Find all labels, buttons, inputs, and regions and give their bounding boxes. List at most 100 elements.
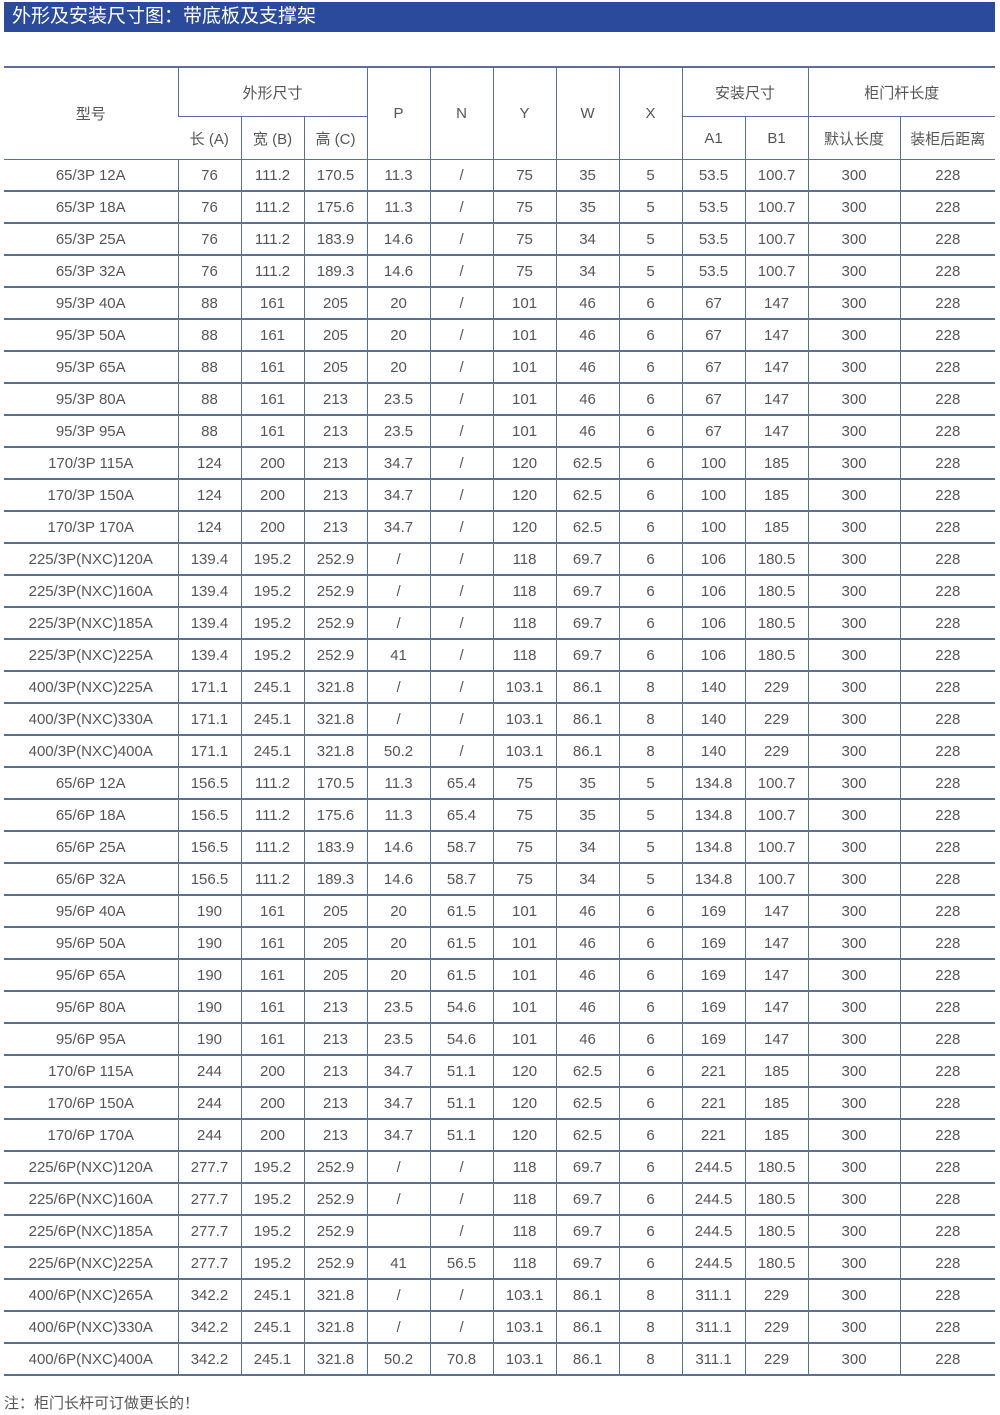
table-cell: 228 <box>899 1215 996 1248</box>
table-cell: 120 <box>492 447 557 480</box>
table-cell: 190 <box>177 991 241 1024</box>
table-cell: 190 <box>177 895 241 928</box>
table-cell: 228 <box>899 1343 996 1376</box>
table-cell: 321.8 <box>303 1279 368 1312</box>
table-cell: 228 <box>899 287 996 320</box>
cell-model: 400/3P(NXC)400A <box>4 735 178 768</box>
cell-model: 225/3P(NXC)185A <box>4 607 178 640</box>
table-cell: / <box>429 287 494 320</box>
table-cell: 229 <box>744 1311 809 1344</box>
table-cell: 41 <box>366 639 431 672</box>
table-cell: 8 <box>618 1343 683 1376</box>
table-cell: 300 <box>807 1183 901 1216</box>
table-row: 95/3P 95A 88 161 213 23.5/101 46 6 67 147 300 228 <box>4 415 996 448</box>
table-cell: 161 <box>240 383 304 416</box>
cell-model: 65/3P 12A <box>4 159 178 192</box>
table-cell: 14.6 <box>366 863 431 896</box>
table-cell: 200 <box>240 511 304 544</box>
table-cell: 180.5 <box>744 1215 809 1248</box>
table-cell: 183.9 <box>303 831 368 864</box>
table-cell: 195.2 <box>240 639 304 672</box>
table-cell: 6 <box>618 543 683 576</box>
table-row: 65/3P 18A 76 111.2 175.6 11.3/75 35 5 53.5 100.7… <box>4 191 996 224</box>
table-cell: 189.3 <box>303 863 368 896</box>
table-cell: 6 <box>618 1215 683 1248</box>
table-cell: 51.1 <box>429 1087 494 1120</box>
table-row: 95/3P 50A 88 161 205 20/101 46 6 67 147 300 228 <box>4 319 996 352</box>
table-cell: 189.3 <box>303 255 368 288</box>
table-cell: 65.4 <box>429 799 494 832</box>
table-cell: 190 <box>177 959 241 992</box>
table-row: 400/3P(NXC)330A 171.1 245.1 321.8//103.1 86.… <box>4 703 996 736</box>
header-rear-distance: 装柜后距离 <box>899 116 996 160</box>
table-cell: 300 <box>807 287 901 320</box>
table-cell: 300 <box>807 1055 901 1088</box>
table-cell: 200 <box>240 1119 304 1152</box>
table-cell: 34 <box>555 863 620 896</box>
table-cell: 229 <box>744 735 809 768</box>
table-cell: 171.1 <box>177 703 241 736</box>
table-cell: / <box>429 319 494 352</box>
table-cell: 147 <box>744 351 809 384</box>
table-cell: 140 <box>681 703 746 736</box>
table-cell: 69.7 <box>555 607 620 640</box>
table-cell: 8 <box>618 703 683 736</box>
table-cell: 6 <box>618 351 683 384</box>
table-cell: 46 <box>555 927 620 960</box>
table-row: 65/6P 25A 156.5 111.2 183.9 14.6 58.7 75 34 5 134… <box>4 831 996 864</box>
table-cell: 321.8 <box>303 671 368 704</box>
table-cell: 205 <box>303 895 368 928</box>
table-cell: 200 <box>240 479 304 512</box>
table-cell: 54.6 <box>429 991 494 1024</box>
table-cell: 86.1 <box>555 735 620 768</box>
table-cell: 62.5 <box>555 511 620 544</box>
table-cell: 300 <box>807 1151 901 1184</box>
table-cell: 252.9 <box>303 639 368 672</box>
table-cell: / <box>429 159 494 192</box>
table-cell: 161 <box>240 415 304 448</box>
table-cell: 228 <box>899 895 996 928</box>
table-cell: 20 <box>366 319 431 352</box>
table-cell: 134.8 <box>681 831 746 864</box>
table-cell: 195.2 <box>240 575 304 608</box>
table-cell: 5 <box>618 767 683 800</box>
table-cell: 200 <box>240 447 304 480</box>
table-cell: 205 <box>303 287 368 320</box>
header-model: 型号 <box>4 66 178 160</box>
table-cell: 106 <box>681 543 746 576</box>
table-cell: 76 <box>177 255 241 288</box>
table-cell: 228 <box>899 223 996 256</box>
table-cell: 161 <box>240 927 304 960</box>
table-row: 225/6P(NXC)225A 277.7 195.2 252.9 41 56.5 118 6… <box>4 1247 996 1280</box>
table-cell: 118 <box>492 575 557 608</box>
table-cell: 139.4 <box>177 639 241 672</box>
table-cell: 175.6 <box>303 191 368 224</box>
table-cell: 86.1 <box>555 703 620 736</box>
table-cell: 75 <box>492 255 557 288</box>
table-cell: 111.2 <box>240 223 304 256</box>
table-cell: 5 <box>618 799 683 832</box>
table-cell: 51.1 <box>429 1055 494 1088</box>
table-row: 95/3P 65A 88 161 205 20/101 46 6 67 147 300 228 <box>4 351 996 384</box>
table-body: 65/3P 12A 76 111.2 170.5 11.3/75 35 5 53.5 100.7… <box>4 159 996 1376</box>
table-cell: 277.7 <box>177 1215 241 1248</box>
cell-model: 95/3P 95A <box>4 415 178 448</box>
cell-model: 225/3P(NXC)225A <box>4 639 178 672</box>
table-cell: 300 <box>807 383 901 416</box>
table-row: 170/3P 150A 124 200 213 34.7/120 62.5 6 100 185 3… <box>4 479 996 512</box>
table-cell: 101 <box>492 351 557 384</box>
table-cell: 171.1 <box>177 735 241 768</box>
table-cell: 62.5 <box>555 1087 620 1120</box>
table-cell: / <box>429 1311 494 1344</box>
cell-model: 95/3P 50A <box>4 319 178 352</box>
table-cell: 76 <box>177 223 241 256</box>
table-cell: 100.7 <box>744 255 809 288</box>
table-row: 400/3P(NXC)225A 171.1 245.1 321.8//103.1 86.… <box>4 671 996 704</box>
table-cell: 221 <box>681 1119 746 1152</box>
table-cell: 56.5 <box>429 1247 494 1280</box>
header-length: 长 (A) <box>178 116 241 160</box>
table-cell: 53.5 <box>681 223 746 256</box>
header-w: W <box>555 66 620 160</box>
table-cell: 111.2 <box>240 831 304 864</box>
table-cell: 120 <box>492 479 557 512</box>
